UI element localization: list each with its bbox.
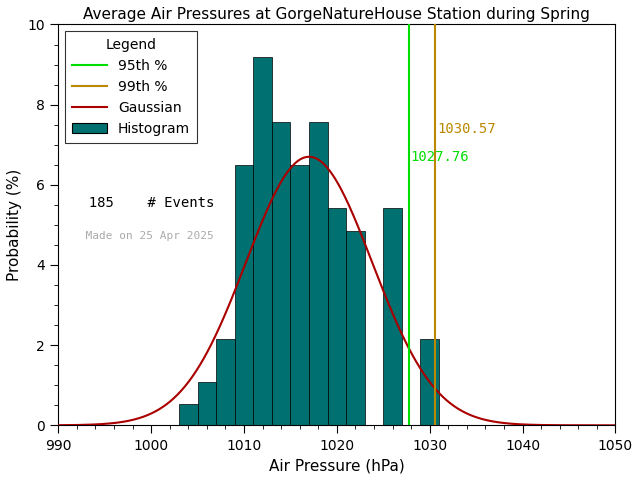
Bar — [420, 339, 439, 425]
Text: 185    # Events: 185 # Events — [72, 196, 214, 210]
Bar — [383, 208, 402, 425]
Text: 1027.76: 1027.76 — [410, 150, 469, 164]
X-axis label: Air Pressure (hPa): Air Pressure (hPa) — [269, 458, 404, 473]
Bar — [235, 165, 253, 425]
Bar — [253, 57, 272, 425]
Y-axis label: Probability (%): Probability (%) — [7, 169, 22, 281]
Text: 1030.57: 1030.57 — [437, 122, 496, 136]
Bar — [216, 339, 235, 425]
Text: Made on 25 Apr 2025: Made on 25 Apr 2025 — [72, 231, 214, 241]
Bar — [272, 122, 291, 425]
Bar — [291, 165, 309, 425]
Bar — [198, 382, 216, 425]
Title: Average Air Pressures at GorgeNatureHouse Station during Spring: Average Air Pressures at GorgeNatureHous… — [83, 7, 590, 22]
Bar — [179, 404, 198, 425]
Bar — [346, 230, 365, 425]
Legend: 95th %, 99th %, Gaussian, Histogram: 95th %, 99th %, Gaussian, Histogram — [65, 32, 197, 143]
Bar — [309, 122, 328, 425]
Bar — [328, 208, 346, 425]
